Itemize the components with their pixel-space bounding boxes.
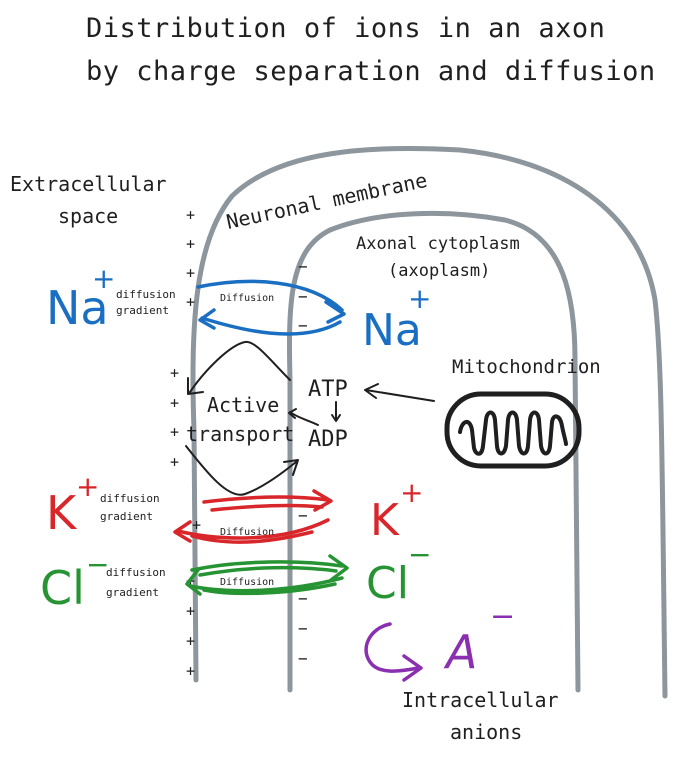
mitochondrion-icon	[444, 391, 582, 469]
minus-sign: −	[298, 589, 308, 608]
negative-charges-inside: − − − − − − −	[298, 257, 308, 668]
plus-sign: +	[170, 394, 179, 412]
minus-sign: −	[298, 506, 308, 525]
chloride-inside-charge: −	[408, 538, 431, 571]
minus-sign: −	[298, 649, 308, 668]
sodium-outside-charge: +	[92, 262, 115, 295]
plus-sign: +	[186, 293, 195, 311]
mitochondrion-to-atp-arrow	[364, 383, 435, 402]
chloride-inside-symbol: Cl	[366, 558, 409, 609]
plus-sign: +	[186, 206, 195, 224]
energy-to-transport-arrow	[288, 408, 319, 426]
chloride-outside-symbol: Cl	[40, 561, 85, 615]
potassium-inside-charge: +	[400, 476, 423, 509]
sodium-diffusion-label: Diffusion	[220, 293, 274, 304]
chloride-return-arrow	[185, 568, 344, 596]
minus-sign: −	[298, 257, 308, 276]
potassium-group: K + diffusion gradient Diffusion K +	[46, 470, 423, 546]
plus-sign: +	[170, 423, 179, 441]
plus-sign: +	[192, 516, 201, 534]
chloride-diffusion-label: Diffusion	[220, 577, 274, 588]
potassium-gradient-word: gradient	[100, 510, 153, 523]
chloride-outside-charge: −	[86, 548, 109, 581]
mitochondrion-label: Mitochondrion	[452, 356, 601, 378]
plus-sign: +	[186, 264, 195, 282]
active-transport-upper-arrow	[187, 340, 291, 395]
minus-sign: −	[298, 287, 308, 306]
chloride-inward-arrow	[190, 554, 349, 582]
chloride-diffusion-word: diffusion	[106, 566, 166, 579]
potassium-outside-symbol: K	[46, 486, 78, 540]
sodium-diffusion-word: diffusion	[116, 288, 176, 301]
plus-sign: +	[186, 235, 195, 253]
plus-sign: +	[186, 602, 195, 620]
potassium-outward-arrow	[173, 518, 330, 544]
plus-sign: +	[186, 662, 195, 680]
active-transport-label-line-1: Active	[207, 393, 279, 417]
intracellular-anions-label-line-2: anions	[450, 720, 522, 744]
inner-membrane-outline	[286, 210, 581, 693]
sodium-outside-symbol: Na	[46, 281, 109, 335]
anion-group: A − Intracellular anions	[364, 599, 559, 744]
minus-sign: −	[298, 316, 308, 335]
potassium-outside-charge: +	[76, 470, 99, 503]
active-transport-group: Active transport ATP ADP	[185, 340, 435, 496]
active-transport-lower-arrow	[185, 445, 299, 496]
sodium-inside-charge: +	[408, 282, 431, 315]
potassium-inside-symbol: K	[370, 495, 400, 546]
sodium-gradient-word: gradient	[116, 304, 169, 317]
adp-label: ADP	[308, 427, 348, 452]
active-transport-label-line-2: transport	[186, 422, 294, 446]
title-line-1: Distribution of ions in an axon	[86, 13, 605, 44]
title-line-2: by charge separation and diffusion	[86, 56, 656, 87]
sodium-inward-arrow	[196, 279, 346, 324]
mitochondrion-outer-membrane	[444, 391, 582, 469]
intracellular-anions-label-line-1: Intracellular	[402, 688, 559, 712]
mitochondrion-cristae	[458, 410, 568, 456]
cytoplasm-label-line-1: Axonal cytoplasm	[356, 234, 520, 254]
anion-charge: −	[490, 599, 515, 634]
positive-charges-outside: + + + + + + + + + + + + +	[170, 206, 201, 680]
minus-sign: −	[298, 619, 308, 638]
extracellular-label-line-1: Extracellular	[10, 172, 167, 196]
chloride-gradient-word: gradient	[106, 586, 159, 599]
potassium-return-arrow	[202, 489, 333, 512]
cytoplasm-label-line-2: (axoplasm)	[388, 261, 490, 281]
sodium-group: Na + diffusion gradient Diffusion Na +	[46, 262, 431, 356]
outer-membrane-outline	[190, 145, 668, 699]
plus-sign: +	[186, 632, 195, 650]
anion-curved-arrow	[364, 622, 423, 682]
potassium-diffusion-label: Diffusion	[220, 527, 274, 538]
potassium-diffusion-word: diffusion	[100, 492, 160, 505]
chloride-group: Cl − diffusion gradient Diffusion Cl −	[40, 538, 431, 615]
anion-symbol: A	[443, 625, 477, 679]
sodium-return-arrow	[198, 308, 342, 336]
atp-to-adp-arrow	[331, 401, 341, 422]
sodium-inside-symbol: Na	[362, 305, 422, 356]
plus-sign: +	[170, 453, 179, 471]
atp-label: ATP	[308, 377, 348, 402]
plus-sign: +	[170, 364, 179, 382]
extracellular-label-line-2: space	[58, 204, 118, 228]
